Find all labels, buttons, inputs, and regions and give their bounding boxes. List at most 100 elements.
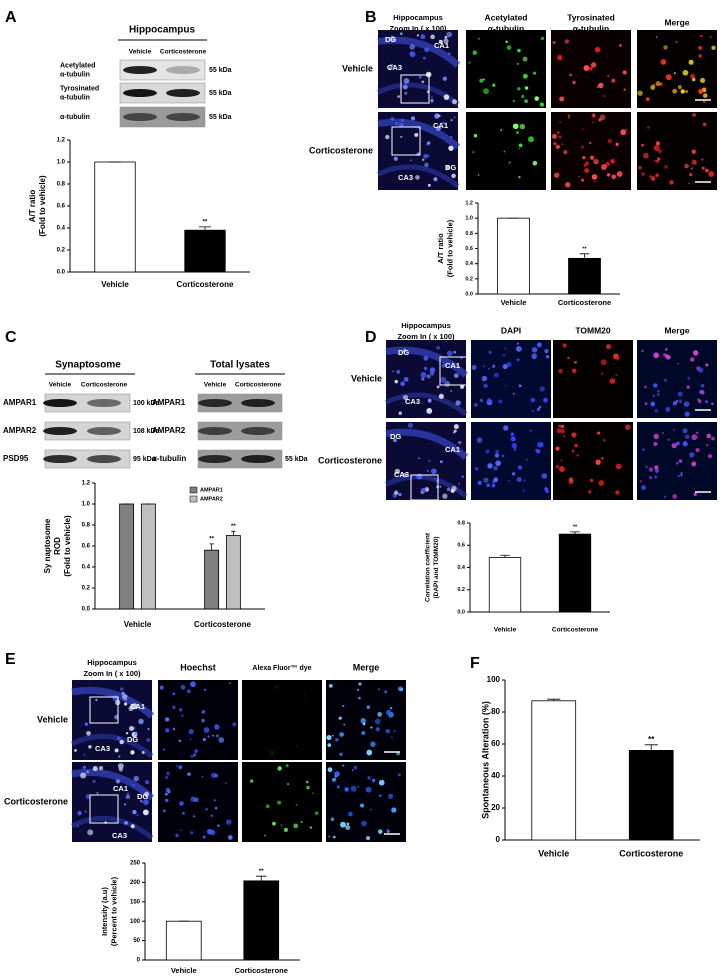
cell-dot — [593, 180, 596, 183]
cell-dot — [571, 432, 577, 438]
cell-dot — [458, 482, 460, 485]
column-header: α-tubulin — [488, 23, 524, 33]
cell-dot — [654, 468, 660, 473]
cell-dot — [555, 464, 560, 469]
column-header: TOMM20 — [575, 325, 611, 335]
cell-dot — [430, 34, 435, 40]
cell-dot — [88, 745, 92, 749]
blot-band — [241, 427, 275, 435]
blot-band — [241, 455, 275, 463]
micrograph — [158, 762, 238, 842]
x-tick-label: Vehicle — [171, 966, 197, 975]
bar — [165, 920, 202, 961]
blot-band — [241, 399, 275, 407]
cell-dot — [375, 727, 380, 732]
cell-dot — [314, 811, 319, 815]
y-tick-label: 0.4 — [82, 565, 91, 571]
cell-dot — [193, 753, 197, 757]
cell-dot — [370, 726, 373, 729]
cell-dot — [512, 392, 515, 395]
cell-dot — [250, 779, 254, 783]
cell-dot — [693, 492, 697, 496]
cell-dot — [483, 383, 488, 389]
cell-dot — [232, 722, 237, 727]
cell-dot — [427, 398, 432, 403]
cell-dot — [598, 82, 604, 89]
error-bar — [209, 543, 214, 551]
cell-dot — [265, 804, 270, 809]
cell-dot — [393, 438, 397, 443]
cell-dot — [182, 811, 185, 815]
y-tick-label: 0.8 — [457, 520, 465, 526]
cell-dot — [358, 682, 362, 686]
cell-dot — [435, 125, 442, 131]
cell-dot — [486, 398, 492, 404]
cell-dot — [444, 381, 451, 387]
cell-dot — [653, 441, 658, 447]
cell-dot — [584, 168, 590, 173]
cell-dot — [684, 434, 690, 440]
blot-size: 100 kDa — [133, 400, 160, 407]
cell-dot — [650, 84, 656, 90]
cell-dot — [492, 364, 496, 368]
cell-dot — [615, 463, 622, 470]
cell-dot — [687, 376, 690, 380]
cell-dot — [202, 835, 206, 839]
cell-dot — [190, 681, 196, 688]
cell-dot — [504, 347, 507, 350]
cell-dot — [283, 827, 288, 833]
cell-dot — [645, 97, 650, 102]
cell-dot — [359, 803, 365, 808]
cell-dot — [516, 358, 520, 362]
x-tick-label: Corticosterone — [194, 620, 251, 629]
cell-dot — [599, 114, 606, 121]
cell-dot — [560, 424, 565, 429]
cell-dot — [125, 794, 131, 800]
cell-dot — [446, 350, 453, 357]
cell-dot — [335, 738, 339, 742]
cell-dot — [693, 160, 697, 164]
cell-dot — [203, 727, 210, 733]
cell-dot — [705, 363, 709, 367]
cell-dot — [129, 726, 134, 731]
cell-dot — [622, 70, 627, 75]
cell-dot — [80, 772, 87, 779]
cell-dot — [424, 487, 430, 492]
cell-dot — [601, 164, 607, 170]
cell-dot — [663, 495, 667, 498]
cell-dot — [144, 791, 150, 797]
cell-dot — [590, 62, 597, 68]
cell-dot — [402, 348, 407, 353]
cell-dot — [328, 683, 333, 688]
column-header: Hippocampus — [401, 321, 451, 330]
y-tick-label: 0 — [496, 835, 501, 844]
cell-dot — [460, 384, 465, 389]
cell-dot — [673, 428, 675, 431]
cell-dot — [502, 353, 506, 357]
cell-dot — [523, 479, 526, 482]
cell-dot — [531, 353, 538, 359]
lane-label: Vehicle — [49, 382, 72, 389]
row-label: Corticosterone — [4, 796, 68, 806]
region-label: CA3 — [394, 470, 409, 479]
blot-size: 55 kDa — [209, 114, 232, 121]
cell-dot — [598, 118, 602, 122]
zoom-box — [400, 74, 430, 104]
cell-dot — [606, 173, 611, 177]
cell-dot — [448, 145, 454, 151]
cell-dot — [610, 158, 615, 164]
y-tick-label: 250 — [130, 861, 141, 867]
cell-dot — [393, 156, 398, 161]
cell-dot — [474, 467, 479, 471]
cell-dot — [119, 739, 124, 745]
region-label: CA3 — [405, 397, 420, 406]
cell-dot — [551, 133, 557, 139]
cell-dot — [654, 409, 658, 413]
y-tick-label: 0.2 — [465, 276, 473, 282]
cell-dot — [584, 161, 590, 166]
cell-dot — [445, 165, 450, 170]
cell-dot — [451, 173, 456, 179]
cell-dot — [194, 749, 199, 753]
cell-dot — [615, 373, 618, 377]
